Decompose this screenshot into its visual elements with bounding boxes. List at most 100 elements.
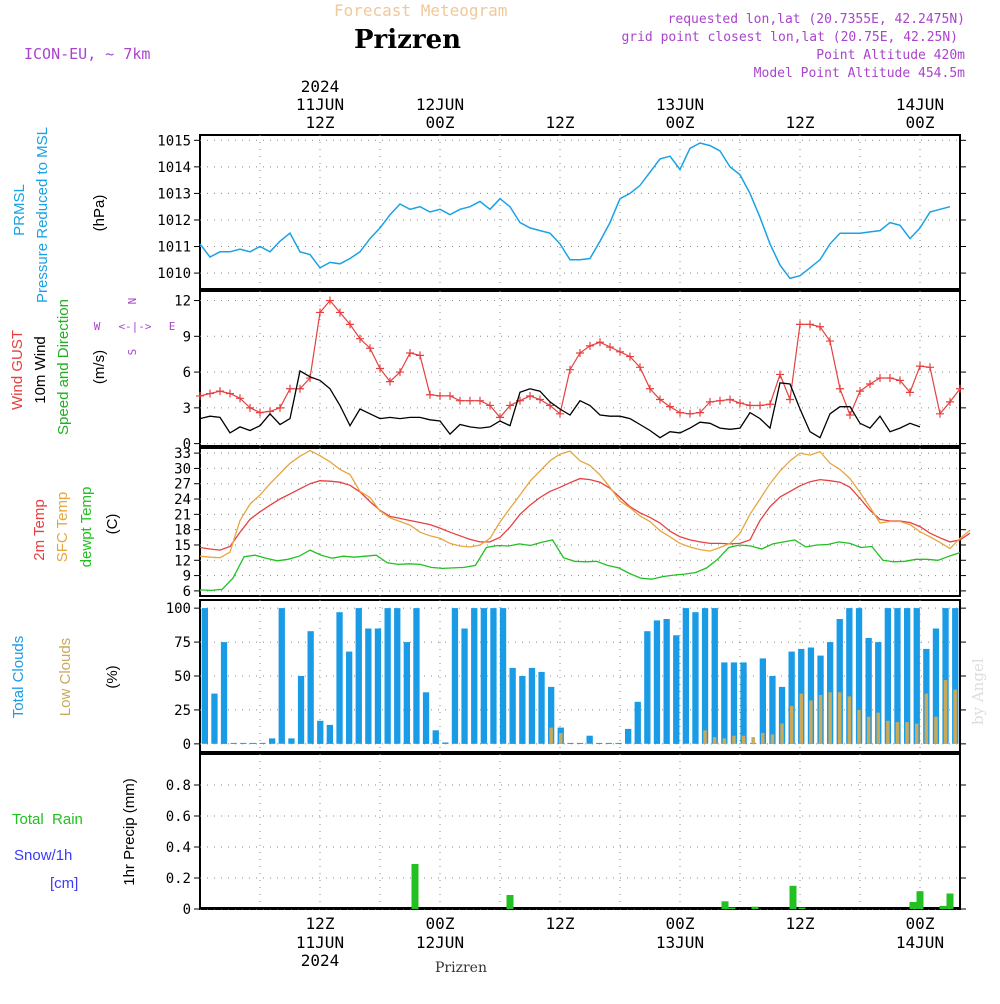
pressure-label-line2: Pressure Reduced to MSL	[34, 127, 51, 303]
gust-marker	[676, 408, 684, 417]
gust-marker	[776, 370, 784, 379]
gust-marker	[316, 308, 324, 317]
low-cloud-bar	[924, 693, 929, 744]
gust-marker	[646, 384, 654, 393]
total-cloud-bar	[548, 686, 555, 744]
gust-marker	[656, 395, 664, 404]
ytick-label-temperature: 24	[174, 492, 191, 508]
frame-wind	[199, 290, 961, 447]
total-cloud-bar	[904, 608, 911, 744]
gust-marker	[476, 396, 484, 405]
gust-marker	[876, 374, 884, 383]
gust-marker	[756, 401, 764, 410]
requested-coords: requested lon,lat (20.7355E, 42.2475N)	[668, 12, 965, 27]
low-cloud-bar	[809, 700, 813, 744]
total-cloud-bar	[692, 612, 699, 744]
top-date-label: 13JUN	[656, 95, 704, 114]
total-cloud-bar	[942, 608, 949, 744]
top-year-label: 2024	[301, 77, 340, 96]
gust-marker	[286, 384, 294, 393]
total-cloud-bar	[913, 608, 920, 744]
precip-bar	[798, 907, 806, 909]
gust-marker	[336, 308, 344, 317]
compass-e: E	[169, 320, 176, 333]
total-cloud-bar	[403, 642, 410, 744]
total-cloud-bar	[615, 742, 622, 744]
ytick-label-pressure: 1013	[157, 186, 191, 202]
total-cloud-bar	[788, 651, 795, 744]
pressure-ylabel: (hPa)	[91, 195, 108, 232]
bottom-hour-label: 12Z	[786, 914, 815, 933]
gust-marker	[456, 396, 464, 405]
bottom-location-label: Prizren	[435, 960, 487, 976]
bottom-hour-label: 12Z	[306, 914, 335, 933]
axis-ticks: 1010101110121013101410150369126912151821…	[157, 133, 966, 918]
dewpoint-line	[199, 539, 961, 592]
ytick-label-temperature: 33	[174, 446, 191, 462]
total-cloud-bar	[952, 608, 959, 744]
gust-marker	[616, 347, 624, 356]
total-cloud-bar	[894, 608, 901, 744]
gust-marker	[946, 397, 954, 406]
gust-marker	[726, 395, 734, 404]
gust-marker	[816, 322, 824, 331]
low-cloud-bar	[953, 689, 957, 744]
grid-lines	[200, 135, 960, 910]
total-cloud-bar	[663, 619, 670, 744]
frame-clouds	[199, 599, 961, 753]
low-cloud-bar	[712, 737, 717, 744]
gust-marker	[416, 351, 424, 360]
gust-marker	[236, 394, 244, 403]
gust-marker	[636, 363, 644, 372]
ytick-label-pressure: 1012	[157, 213, 191, 229]
low-cloud-bar	[915, 723, 919, 744]
credit: by Angel	[969, 658, 987, 725]
bottom-hour-label: 00Z	[666, 914, 695, 933]
top-hour-label: 12Z	[306, 113, 335, 132]
total-cloud-bar	[490, 608, 497, 744]
gust-marker	[806, 320, 814, 329]
bottom-date-label: 14JUN	[896, 933, 944, 952]
wind-ylabel: (m/s)	[91, 350, 108, 384]
gust-marker	[886, 374, 894, 383]
precip-bar	[916, 891, 924, 909]
total-cloud-bar	[682, 608, 689, 744]
bottom-hour-label: 12Z	[546, 914, 575, 933]
precip-bar	[411, 864, 419, 909]
gust-marker	[576, 349, 584, 357]
gust-marker	[466, 396, 474, 405]
total-cloud-bar	[673, 635, 680, 744]
low-cloud-bar	[703, 730, 707, 744]
total-cloud-bar	[230, 742, 237, 744]
bottom-date-label: 13JUN	[656, 933, 704, 952]
total-cloud-bar	[769, 676, 776, 744]
gust-marker	[216, 387, 224, 396]
low-cloud-bar	[876, 712, 880, 744]
ytick-label-wind: 6	[183, 365, 191, 381]
total-cloud-bar	[634, 701, 641, 744]
low-cloud-bar	[780, 723, 784, 744]
low-cloud-bar	[818, 695, 823, 744]
gust-marker	[496, 413, 504, 422]
wind-label-line1: Wind GUST	[9, 330, 26, 410]
gust-marker	[906, 388, 914, 397]
low-cloud-bar	[741, 735, 746, 744]
gust-marker	[196, 391, 204, 400]
temp-label-line3: dewpt Temp	[78, 487, 95, 568]
total-cloud-bar	[201, 608, 208, 744]
total-cloud-bar	[220, 642, 228, 744]
low-cloud-bar	[886, 720, 890, 744]
gust-marker	[246, 403, 254, 412]
total-cloud-bar	[307, 631, 314, 744]
bottom-date-label: 12JUN	[416, 933, 464, 952]
total-cloud-bar	[721, 662, 728, 744]
gust-marker	[426, 390, 434, 399]
ytick-label-temperature: 12	[174, 553, 191, 569]
gust-marker	[256, 408, 264, 417]
compass-s: S	[126, 349, 139, 356]
temp-ylabel: (C)	[104, 514, 121, 535]
gust-marker	[356, 334, 364, 343]
ytick-label-precip: 0.2	[166, 871, 191, 887]
bottom-hour-label: 00Z	[906, 914, 935, 933]
ytick-label-pressure: 1010	[157, 266, 191, 282]
